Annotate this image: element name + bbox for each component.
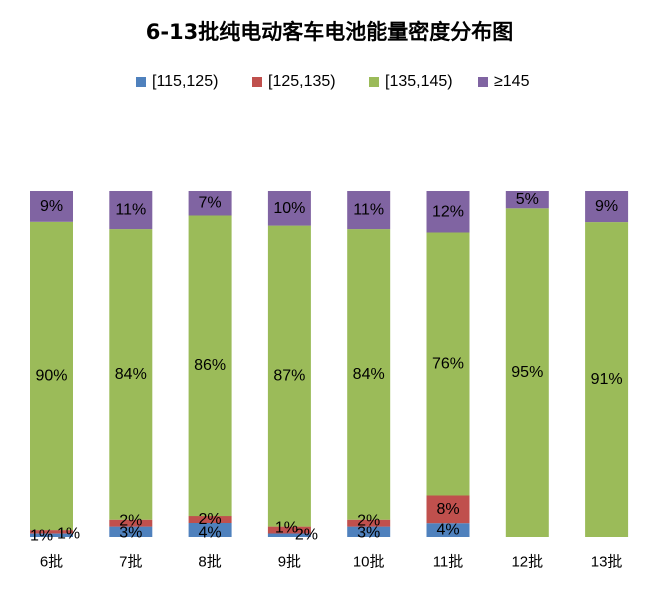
legend-label-125-135: [125,135): [268, 73, 336, 90]
data-label-s0-1: 3%: [119, 525, 142, 542]
data-label-s1-2: 2%: [199, 511, 222, 528]
data-label-s0-4: 3%: [357, 525, 380, 542]
legend: [115,125) [125,135) [135,145) ≥145: [0, 71, 659, 93]
x-tick-label-3: 9批: [278, 554, 301, 571]
legend-label-115-125: [115,125): [152, 73, 219, 90]
data-label-s3-5: 12%: [432, 203, 464, 220]
legend-label-145-plus: ≥145: [494, 73, 530, 90]
data-label-s2-0: 90%: [35, 368, 67, 385]
bar-segment-s0-2: [188, 523, 232, 537]
x-tick-label-1: 7批: [119, 554, 142, 571]
data-label-s2-7: 91%: [591, 371, 623, 388]
bar-segment-s3-6: [505, 191, 549, 209]
data-label-s1-4: 2%: [357, 513, 380, 530]
legend-swatch-115-125: [136, 77, 146, 87]
bar-segment-s2-0: [30, 221, 73, 531]
data-label-s3-0: 9%: [40, 198, 63, 215]
bar-segment-s2-5: [426, 232, 470, 496]
legend-item-145-plus: ≥145: [478, 71, 529, 93]
data-label-s0-5: 4%: [436, 522, 459, 539]
bar-segment-s2-6: [505, 208, 549, 538]
bar-segment-s1-1: [109, 519, 153, 527]
bar-segment-s0-3: [267, 533, 311, 537]
data-label-s1-0: 1%: [57, 526, 80, 543]
data-label-s2-1: 84%: [115, 366, 147, 383]
x-tick-label-2: 8批: [198, 554, 221, 571]
data-label-s0-2: 4%: [199, 525, 222, 542]
data-label-s0-3: 1%: [275, 520, 298, 537]
legend-item-125-135: [125,135): [252, 71, 336, 93]
legend-item-135-145: [135,145): [369, 71, 453, 93]
bar-segment-s3-0: [30, 191, 73, 222]
legend-swatch-145-plus: [478, 77, 488, 87]
legend-swatch-135-145: [369, 77, 379, 87]
bar-segment-s2-2: [188, 215, 232, 517]
data-label-s3-2: 7%: [199, 195, 222, 212]
bar-segment-s1-3: [267, 526, 311, 534]
data-label-s3-1: 11%: [115, 202, 146, 219]
data-label-s1-5: 8%: [436, 501, 459, 518]
bar-segment-s2-1: [109, 229, 153, 520]
data-label-s3-6: 5%: [516, 191, 539, 208]
data-label-s2-3: 87%: [273, 368, 305, 385]
bar-segment-s2-3: [267, 225, 311, 527]
data-label-s1-3: 2%: [295, 527, 318, 544]
bar-segment-s0-5: [426, 523, 470, 537]
legend-item-115-125: [115,125): [136, 71, 218, 93]
x-tick-label-6: 12批: [511, 554, 543, 571]
bar-segment-s1-5: [426, 495, 470, 524]
data-label-s2-5: 76%: [432, 356, 464, 373]
data-label-s3-7: 9%: [595, 198, 618, 215]
data-label-s3-4: 11%: [353, 202, 384, 219]
bar-segment-s1-2: [188, 516, 232, 523]
x-tick-label-0: 6批: [40, 554, 63, 571]
bar-segment-s1-4: [347, 519, 391, 527]
data-label-s3-3: 10%: [273, 200, 305, 217]
data-label-s2-6: 95%: [511, 364, 543, 381]
bar-segment-s3-7: [585, 191, 629, 223]
chart-title: 6-13批纯电动客车电池能量密度分布图: [145, 20, 514, 44]
bar-segment-s3-3: [267, 191, 311, 226]
data-label-s0-0: 1%: [30, 528, 53, 545]
legend-swatch-125-135: [252, 77, 262, 87]
bar-segment-s1-0: [30, 530, 73, 534]
data-label-s2-2: 86%: [194, 357, 226, 374]
x-tick-label-4: 10批: [353, 554, 385, 571]
bar-segment-s2-4: [347, 229, 391, 520]
bar-segment-s3-1: [109, 191, 153, 230]
bar-segment-s3-5: [426, 191, 470, 233]
bar-segment-s2-7: [585, 222, 629, 537]
bar-segment-s0-1: [109, 526, 153, 537]
data-label-s2-4: 84%: [353, 366, 385, 383]
x-tick-label-7: 13批: [591, 554, 623, 571]
data-label-s1-1: 2%: [119, 513, 142, 530]
bar-segment-s0-0: [30, 533, 73, 537]
bar-segment-s3-4: [347, 191, 391, 230]
x-tick-label-5: 11批: [433, 554, 464, 571]
bar-segment-s3-2: [188, 191, 232, 216]
legend-label-135-145: [135,145): [385, 73, 453, 90]
bar-segment-s0-4: [347, 526, 391, 537]
